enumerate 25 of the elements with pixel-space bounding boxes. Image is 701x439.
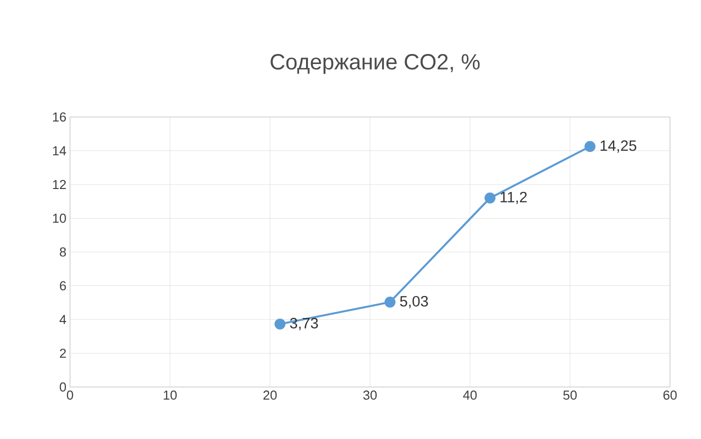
x-tick-label: 0 bbox=[66, 390, 74, 400]
point bbox=[584, 141, 596, 152]
data-label: 3,73 bbox=[290, 318, 318, 330]
x-tick-label: 10 bbox=[164, 390, 177, 400]
x-tick-label: 40 bbox=[463, 390, 477, 400]
data-label: 5,03 bbox=[400, 296, 428, 308]
x-tick-label: 20 bbox=[263, 390, 277, 400]
y-tick-label: 14 bbox=[53, 146, 66, 156]
x-tick-label: 60 bbox=[663, 390, 677, 400]
y-tick-label: 12 bbox=[53, 180, 66, 190]
y-tick-label: 6 bbox=[60, 281, 66, 290]
data-label: 14,25 bbox=[600, 140, 636, 153]
y-tick-label: 16 bbox=[53, 112, 66, 122]
point bbox=[274, 318, 286, 330]
x-tick-label: 50 bbox=[563, 390, 577, 400]
data-label: 11,2 bbox=[500, 192, 527, 204]
y-tick-label: 8 bbox=[60, 247, 66, 257]
y-tick-label: 4 bbox=[60, 315, 66, 324]
point bbox=[484, 192, 496, 204]
point bbox=[384, 296, 396, 308]
y-tick-label: 10 bbox=[53, 214, 66, 223]
x-tick-label: 30 bbox=[363, 390, 377, 400]
y-tick-label: 2 bbox=[60, 348, 66, 358]
chart-title: Содержание CO2, % bbox=[270, 54, 480, 74]
y-tick-label: 0 bbox=[60, 382, 66, 392]
